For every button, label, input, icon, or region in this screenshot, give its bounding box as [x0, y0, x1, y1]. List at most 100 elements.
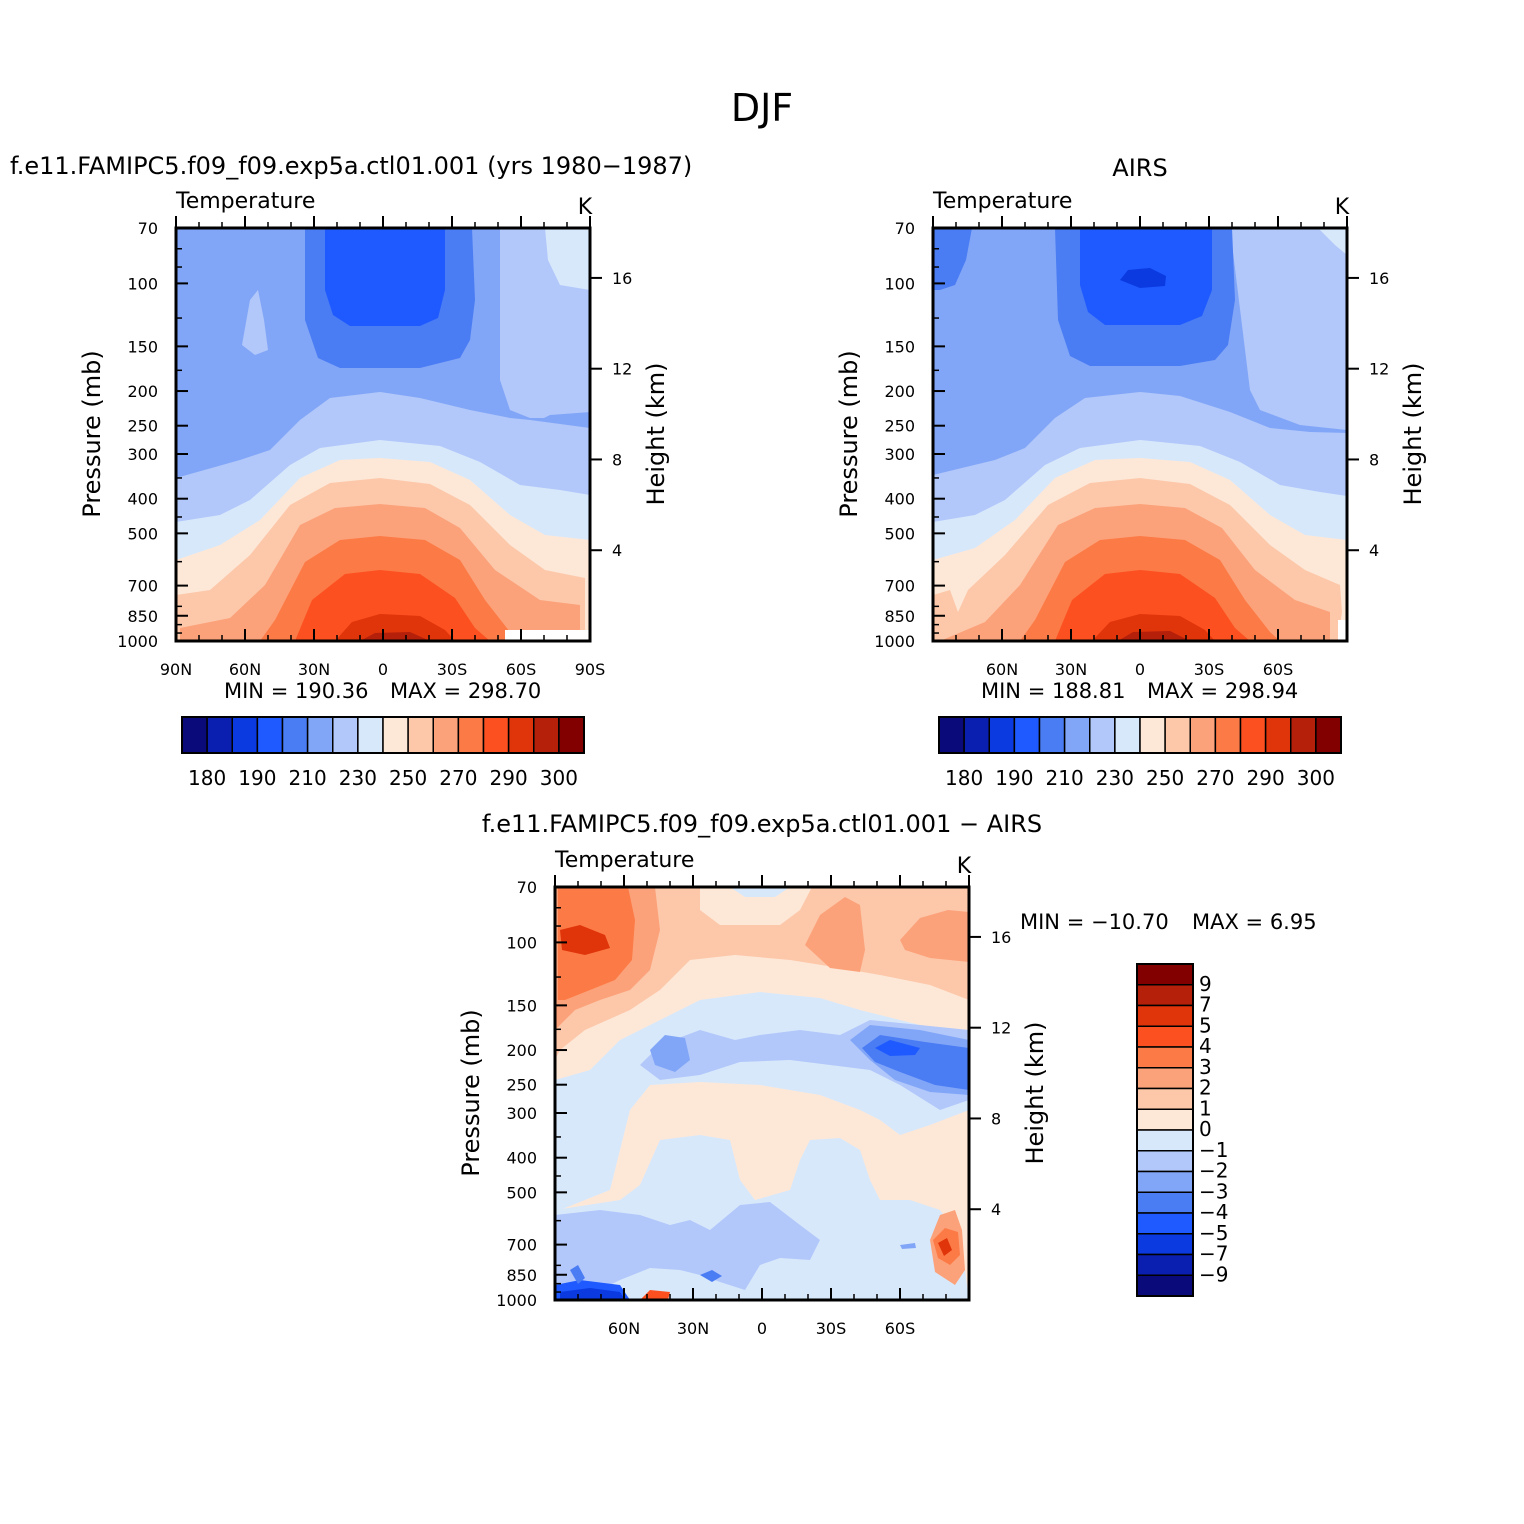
- contour-fill: [360, 632, 430, 641]
- colorbar-box: [306, 716, 334, 754]
- x-tick-label: 60N: [608, 1319, 640, 1338]
- contour-fill: [1120, 268, 1166, 288]
- contour-fill: [900, 910, 969, 962]
- colorbar-box: [507, 716, 535, 754]
- panel-difference-contours: [555, 887, 969, 1300]
- colorbar-box: [988, 716, 1016, 754]
- colorbar-box: [1214, 716, 1242, 754]
- colorbar-box: [558, 716, 585, 754]
- contour-fill: [1092, 614, 1215, 641]
- x-tick-label: 60S: [506, 660, 537, 679]
- colorbar-box: [457, 716, 485, 754]
- colorbar-box: [1136, 1087, 1194, 1110]
- colorbar-label: −4: [1199, 1200, 1228, 1224]
- colorbar-label: 180: [188, 766, 226, 790]
- colorbar-box: [1136, 1274, 1194, 1297]
- colorbar-box: [1136, 1129, 1194, 1152]
- y-right-tick-label: 16: [991, 928, 1011, 947]
- colorbar-box: [1063, 716, 1091, 754]
- panel-obs: Temperature K 70 100 150 200 250 300 400 500 700…: [835, 189, 1427, 790]
- colorbar-label: 230: [1096, 766, 1134, 790]
- colorbar-label: 180: [945, 766, 983, 790]
- y-tick-label: 200: [884, 382, 915, 401]
- y-right-tick-label: 8: [991, 1109, 1001, 1128]
- plot-title-model: f.e11.FAMIPC5.f09_f09.exp5a.ctl01.001 (y…: [10, 152, 692, 180]
- colorbar-box: [407, 716, 434, 754]
- panel-difference: Temperature K: [457, 848, 1317, 1338]
- panel-difference-units: K: [957, 854, 972, 879]
- contour-fill: [560, 1288, 625, 1300]
- y-right-tick-label: 4: [612, 541, 622, 560]
- panel-model-ylabel: Pressure (mb): [78, 350, 106, 517]
- colorbar-label: 190: [995, 766, 1033, 790]
- colorbar-label: 250: [389, 766, 427, 790]
- y-tick-label: 850: [884, 607, 915, 626]
- colorbar-box: [1136, 963, 1194, 986]
- y-tick-label: 500: [884, 524, 915, 543]
- colorbar-label: 290: [1247, 766, 1285, 790]
- contour-fill: [295, 570, 490, 641]
- contour-fill: [335, 614, 455, 641]
- panel-model-units: K: [578, 195, 593, 220]
- colorbar-label: 190: [238, 766, 276, 790]
- y-tick-label: 150: [884, 337, 915, 356]
- y-right-tick-label: 12: [991, 1019, 1011, 1038]
- panel-obs-min: MIN = 188.81: [981, 679, 1125, 703]
- y-tick-label: 300: [127, 445, 158, 464]
- contour-fill: [570, 1265, 585, 1284]
- y-tick-label: 150: [127, 337, 158, 356]
- colorbar-box: [963, 716, 990, 754]
- colorbar-box: [1136, 1253, 1194, 1276]
- y-right-tick-label: 12: [1369, 360, 1389, 379]
- colorbar-box: [1136, 1170, 1194, 1193]
- colorbar-box: [1038, 716, 1066, 754]
- colorbar-box: [1136, 984, 1194, 1007]
- contour-fill: [1230, 228, 1347, 430]
- x-tick-label: 30S: [816, 1319, 847, 1338]
- colorbar-label: 7: [1199, 993, 1212, 1017]
- y-tick-label: 1000: [117, 632, 158, 651]
- y-right-tick-label: 4: [1369, 541, 1379, 560]
- colorbar-box: [357, 716, 384, 754]
- colorbar-box: [1139, 716, 1166, 754]
- colorbar-label: 210: [1046, 766, 1084, 790]
- contour-fill: [933, 228, 972, 290]
- contour-fill: [555, 1202, 820, 1300]
- panel-model-min: MIN = 190.36: [224, 679, 368, 703]
- contour-fill: [560, 925, 610, 955]
- colorbar-box: [1136, 1108, 1194, 1131]
- plot-title-difference: f.e11.FAMIPC5.f09_f09.exp5a.ctl01.001 − …: [482, 810, 1042, 838]
- plot-title-obs: AIRS: [1112, 154, 1167, 182]
- y-tick-label: 850: [506, 1266, 537, 1285]
- panel-difference-ylabel: Pressure (mb): [457, 1009, 485, 1176]
- y-right-tick-label: 12: [612, 360, 632, 379]
- panel-difference-ylabel-right: Height (km): [1021, 1022, 1049, 1165]
- colorbar-box: [1136, 1046, 1194, 1069]
- colorbar-box: [181, 716, 208, 754]
- colorbar-box: [1089, 716, 1116, 754]
- contour-fill: [545, 228, 590, 290]
- y-tick-label: 850: [127, 607, 158, 626]
- colorbar-box: [1136, 1233, 1194, 1256]
- y-tick-label: 1000: [496, 1291, 537, 1310]
- colorbar-label: −1: [1199, 1138, 1228, 1162]
- panel-model-left-label: Temperature: [175, 189, 315, 214]
- colorbar-label: 300: [540, 766, 578, 790]
- y-tick-label: 300: [506, 1104, 537, 1123]
- y-tick-label: 250: [506, 1076, 537, 1095]
- missing-data: [1338, 620, 1347, 641]
- panel-obs-axes: 70 100 150 200 250 300 400 500 700 850 1000 4 8 12 16 6…: [874, 216, 1389, 679]
- panel-obs-max: MAX = 298.94: [1147, 679, 1298, 703]
- panel-difference-axes: 70 100 150 200 250 300 400 500 700 850 1000 4 8 12 16 6…: [496, 875, 1011, 1338]
- colorbar-box: [1189, 716, 1217, 754]
- colorbar-box: [1315, 716, 1342, 754]
- y-tick-label: 70: [138, 219, 158, 238]
- missing-data: [505, 630, 590, 641]
- contour-fill: [700, 1270, 722, 1282]
- x-tick-label: 60S: [885, 1319, 916, 1338]
- colorbar-box: [1264, 716, 1292, 754]
- x-tick-label: 30N: [1055, 660, 1087, 679]
- y-tick-label: 300: [884, 445, 915, 464]
- panel-obs-ylabel-right: Height (km): [1399, 363, 1427, 506]
- colorbar-label: 4: [1199, 1034, 1212, 1058]
